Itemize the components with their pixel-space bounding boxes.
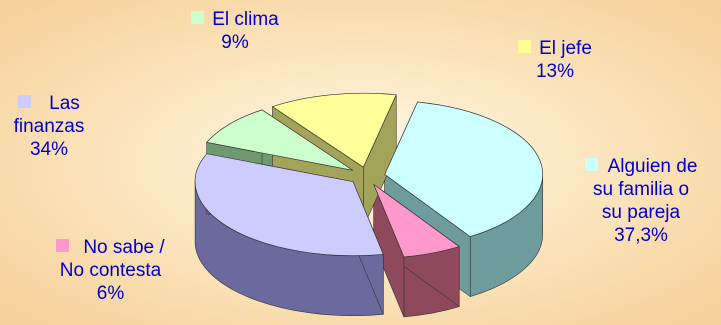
value-el-clima: 9%: [221, 32, 249, 53]
label-familia: Alguien de su familia o su pareja 37,3%: [566, 155, 716, 247]
value-familia: 37,3%: [614, 225, 668, 246]
swatch-no-sabe: [56, 239, 70, 253]
label-el-clima: El clima 9%: [160, 8, 310, 54]
label-el-jefe: El jefe 13%: [490, 37, 620, 83]
label-las-finanzas: Las finanzas 34%: [2, 92, 96, 161]
swatch-el-clima: [191, 11, 205, 25]
swatch-las-finanzas: [18, 95, 32, 109]
slice-el-jefe: [271, 92, 397, 168]
value-las-finanzas: 34%: [29, 139, 69, 160]
label-no-sabe: No sabe / No contesta 6%: [28, 236, 193, 305]
swatch-familia: [584, 158, 598, 172]
value-el-jefe: 13%: [535, 61, 575, 82]
slice-alguien-de-su-familia-o-su-pareja: [384, 101, 544, 237]
slice-el-clima: [206, 109, 354, 171]
swatch-el-jefe: [518, 40, 532, 54]
slice-no-sabe-no-contesta: [372, 183, 461, 258]
slice-las-finanzas: [194, 153, 384, 257]
value-no-sabe: 6%: [96, 283, 125, 304]
